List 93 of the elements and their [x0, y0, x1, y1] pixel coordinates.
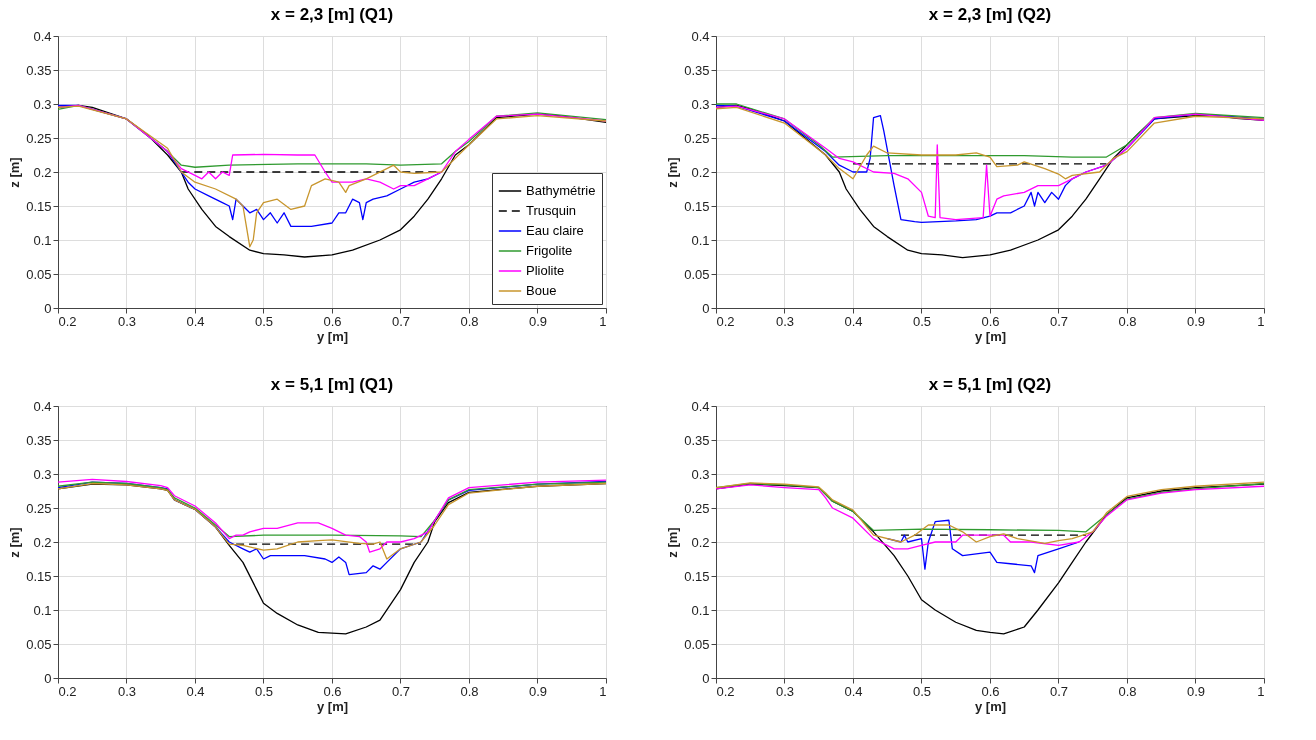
y-tick-label: 0.25	[684, 500, 710, 516]
x-tick-label: 0.7	[391, 313, 411, 329]
x-tick-label: 0.5	[912, 683, 932, 699]
y-axis-title: z [m]	[665, 157, 681, 188]
y-tick-label: 0	[44, 300, 52, 316]
x-tick-label: 0.6	[323, 683, 342, 699]
x-tick-label: 0.9	[1186, 313, 1206, 329]
x-tick-label: 0.8	[460, 683, 479, 699]
x-tick-label: 0.2	[58, 313, 77, 329]
x-tick-label: 0.8	[1118, 683, 1137, 699]
x-tick-label: 1	[1257, 313, 1265, 329]
y-tick-label: 0.1	[33, 232, 52, 248]
y-tick-label: 0	[702, 670, 710, 686]
y-tick-label: 0.2	[33, 164, 52, 180]
y-tick-label: 0.15	[684, 568, 710, 584]
x-tick-label: 0.7	[391, 683, 411, 699]
y-tick-label: 0.3	[33, 466, 52, 482]
y-tick-label: 0.1	[33, 602, 52, 618]
x-tick-label: 0.3	[117, 313, 137, 329]
x-tick-label: 0.5	[912, 313, 932, 329]
x-tick-label: 0.9	[1186, 683, 1206, 699]
x-tick-label: 1	[1257, 683, 1265, 699]
y-tick-label: 0.1	[691, 232, 710, 248]
line-series	[715, 103, 1265, 158]
x-tick-label: 0.6	[323, 313, 342, 329]
y-tick-label: 0.15	[684, 198, 710, 214]
y-tick-label: 0.05	[684, 636, 710, 652]
y-tick-label: 0.3	[691, 96, 710, 112]
y-tick-label: 0.1	[691, 602, 710, 618]
y-tick-label: 0.4	[33, 28, 52, 44]
y-tick-label: 0.05	[26, 266, 52, 282]
y-tick-label: 0.25	[26, 130, 52, 146]
x-tick-label: 0.3	[117, 683, 137, 699]
y-tick-label: 0.3	[33, 96, 52, 112]
x-tick-label: 0.3	[775, 313, 795, 329]
y-tick-label: 0.3	[691, 466, 710, 482]
chart-title: x = 2,3 [m] (Q2)	[928, 5, 1052, 24]
x-tick-label: 0.5	[254, 683, 274, 699]
legend-label: Frigolite	[526, 243, 573, 258]
chart-title: x = 5,1 [m] (Q1)	[270, 375, 394, 394]
y-axis-title: z [m]	[665, 527, 681, 558]
legend-label: Eau claire	[526, 223, 584, 238]
x-tick-label: 0.2	[716, 313, 735, 329]
y-tick-label: 0.05	[26, 636, 52, 652]
y-axis-title: z [m]	[7, 157, 23, 188]
y-tick-label: 0.4	[691, 398, 710, 414]
y-tick-label: 0.25	[26, 500, 52, 516]
x-tick-label: 0.8	[1118, 313, 1137, 329]
x-axis-title: y [m]	[316, 328, 349, 344]
x-tick-label: 0.3	[775, 683, 795, 699]
line-series	[715, 106, 1265, 180]
x-tick-label: 1	[599, 313, 607, 329]
x-tick-label: 0.4	[844, 313, 863, 329]
y-tick-label: 0.05	[684, 266, 710, 282]
y-tick-label: 0.35	[26, 62, 52, 78]
y-tick-label: 0.2	[691, 534, 710, 550]
chart-title: x = 5,1 [m] (Q2)	[928, 375, 1052, 394]
x-tick-label: 0.2	[716, 683, 735, 699]
y-tick-label: 0.25	[684, 130, 710, 146]
line-series	[57, 481, 607, 538]
y-tick-label: 0.4	[33, 398, 52, 414]
y-tick-label: 0.35	[26, 432, 52, 448]
y-tick-label: 0.2	[33, 534, 52, 550]
y-tick-label: 0.4	[691, 28, 710, 44]
legend-label: Trusquin	[526, 203, 577, 218]
y-tick-label: 0.35	[684, 432, 710, 448]
x-tick-label: 0.7	[1049, 313, 1069, 329]
x-tick-label: 0.9	[528, 683, 548, 699]
legend-label: Bathymétrie	[526, 183, 596, 198]
x-axis-title: y [m]	[974, 328, 1007, 344]
x-tick-label: 0.6	[981, 313, 1000, 329]
y-tick-label: 0.15	[26, 198, 52, 214]
x-tick-label: 0.4	[186, 313, 205, 329]
x-tick-label: 0.7	[1049, 683, 1069, 699]
y-tick-label: 0	[702, 300, 710, 316]
x-tick-label: 0.2	[58, 683, 77, 699]
x-tick-label: 0.5	[254, 313, 274, 329]
x-tick-label: 0.4	[186, 683, 205, 699]
x-axis-title: y [m]	[974, 698, 1007, 714]
x-tick-label: 0.8	[460, 313, 479, 329]
legend-label: Pliolite	[526, 263, 565, 278]
x-tick-label: 0.9	[528, 313, 548, 329]
x-tick-label: 1	[599, 683, 607, 699]
y-tick-label: 0.35	[684, 62, 710, 78]
y-tick-label: 0.2	[691, 164, 710, 180]
chart-title: x = 2,3 [m] (Q1)	[270, 5, 394, 24]
y-axis-title: z [m]	[7, 527, 23, 558]
x-tick-label: 0.6	[981, 683, 1000, 699]
x-tick-label: 0.4	[844, 683, 863, 699]
y-tick-label: 0	[44, 670, 52, 686]
legend-label: Boue	[526, 283, 557, 298]
y-tick-label: 0.15	[26, 568, 52, 584]
x-axis-title: y [m]	[316, 698, 349, 714]
